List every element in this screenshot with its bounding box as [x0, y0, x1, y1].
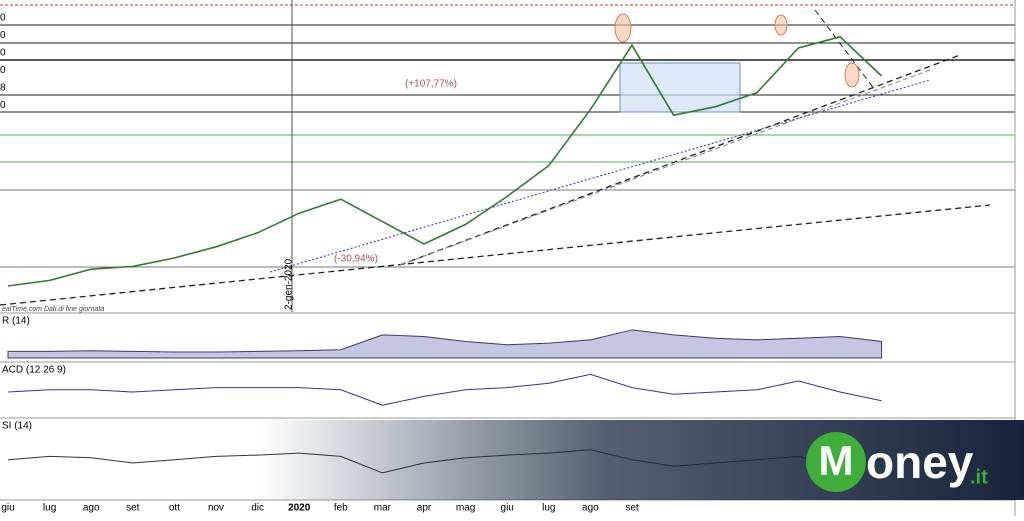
line: [7, 35, 883, 287]
x-tick-label: ott: [169, 503, 180, 514]
y-tick-fragment: 8: [0, 83, 6, 94]
logo-text: oney: [866, 436, 974, 488]
y-tick-fragment: 0: [0, 13, 6, 24]
panel-title: ACD (12 26 9): [2, 365, 66, 376]
x-tick-label: ago: [83, 503, 100, 514]
x-tick-label: mag: [456, 503, 475, 514]
x-tick-label: ago: [582, 503, 599, 514]
x-tick-label: feb: [334, 503, 348, 514]
x-tick-label: lug: [542, 503, 555, 514]
y-tick-fragment: 0: [0, 30, 6, 41]
x-tick-label: apr: [417, 503, 432, 514]
x-tick-label: nov: [208, 503, 224, 514]
date-annotation: 2-gen-2020: [284, 258, 295, 310]
annotation: (-30,94%): [334, 254, 378, 265]
annotation: (+107,77%): [405, 79, 457, 90]
x-tick-label: giu: [1, 503, 14, 514]
logo: M oney .it: [806, 432, 988, 492]
source: ealTime.com Dati di fine giornata: [2, 306, 104, 313]
x-tick-label: dic: [251, 503, 264, 514]
logo-initial: M: [819, 437, 854, 484]
y-tick-fragment: 0: [0, 48, 6, 59]
y-tick-fragment: 0: [0, 65, 6, 76]
logo-circle: [806, 432, 866, 492]
x-tick-label: lug: [43, 503, 56, 514]
logo-suffix: .it: [970, 466, 988, 488]
x-tick-label: 2020: [288, 503, 311, 514]
x-tick-label: mar: [374, 503, 392, 514]
x-tick-label: set: [625, 503, 639, 514]
area: [7, 329, 883, 359]
x-tick-label: giu: [501, 503, 514, 514]
y-tick-fragment: 0: [0, 100, 6, 111]
watermark-band: [260, 420, 1024, 500]
panel-title: R (14): [2, 316, 30, 327]
line: [7, 373, 882, 406]
x-tick-label: set: [126, 503, 140, 514]
panel-title: SI (14): [2, 421, 32, 432]
